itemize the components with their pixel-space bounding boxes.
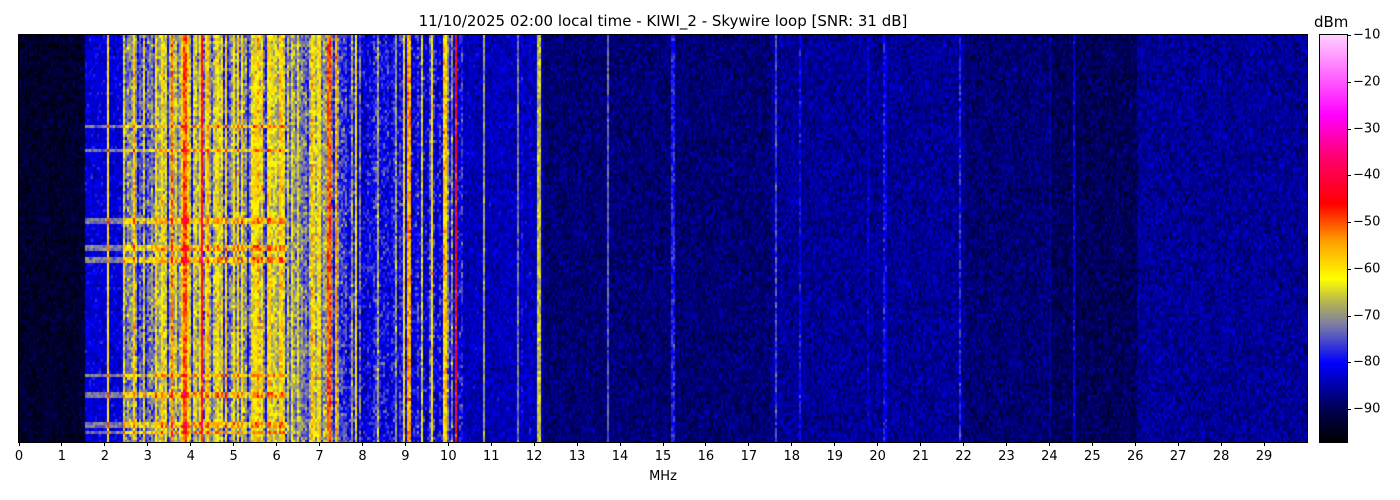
colorbar-frame xyxy=(1319,34,1348,443)
x-tick-label: 27 xyxy=(1169,449,1187,464)
x-tick-label: 21 xyxy=(912,449,929,464)
x-tick xyxy=(705,442,707,446)
colorbar-tick-label: −40 xyxy=(1353,167,1381,183)
x-tick xyxy=(920,442,922,446)
x-tick xyxy=(61,442,63,446)
colorbar-tick xyxy=(1347,128,1351,130)
x-tick xyxy=(1134,442,1136,446)
x-tick-label: 24 xyxy=(1041,449,1058,464)
x-tick xyxy=(147,442,149,446)
x-tick-label: 14 xyxy=(611,449,629,464)
x-tick xyxy=(190,442,192,446)
x-tick-label: 13 xyxy=(568,449,586,464)
x-tick-label: 15 xyxy=(654,449,672,464)
x-tick xyxy=(1263,442,1265,446)
x-tick-label: 22 xyxy=(955,449,972,464)
x-tick xyxy=(404,442,406,446)
x-tick-label: 8 xyxy=(358,449,367,464)
x-tick-label: 28 xyxy=(1212,449,1230,464)
chart-title: 11/10/2025 02:00 local time - KIWI_2 - S… xyxy=(418,12,908,30)
x-tick-label: 20 xyxy=(869,449,886,464)
x-tick xyxy=(1177,442,1179,446)
x-tick xyxy=(877,442,879,446)
x-tick-label: 6 xyxy=(272,449,281,464)
x-tick xyxy=(276,442,278,446)
colorbar-tick-label: −10 xyxy=(1353,27,1381,43)
x-tick-label: 17 xyxy=(740,449,758,464)
x-tick-label: 11 xyxy=(482,449,500,464)
colorbar-tick xyxy=(1347,409,1351,411)
x-tick-label: 12 xyxy=(525,449,543,464)
x-tick xyxy=(576,442,578,446)
x-tick-label: 29 xyxy=(1255,449,1273,464)
x-tick-label: 3 xyxy=(143,449,152,464)
x-tick-label: 25 xyxy=(1084,449,1101,464)
x-tick-label: 7 xyxy=(315,449,324,464)
x-tick-label: 9 xyxy=(401,449,410,464)
x-tick-label: 23 xyxy=(998,449,1015,464)
colorbar-tick xyxy=(1347,268,1351,270)
x-tick-label: 4 xyxy=(186,449,195,464)
x-tick-label: 16 xyxy=(697,449,715,464)
colorbar-tick xyxy=(1347,222,1351,224)
x-tick-label: 10 xyxy=(440,449,457,464)
x-tick xyxy=(319,442,321,446)
x-tick-label: 2 xyxy=(100,449,109,464)
x-tick xyxy=(963,442,965,446)
x-tick xyxy=(748,442,750,446)
colorbar-tick xyxy=(1347,315,1351,317)
colorbar-tick-label: −50 xyxy=(1353,214,1381,230)
colorbar-label: dBm xyxy=(1314,13,1349,31)
colorbar-tick-label: −60 xyxy=(1353,261,1381,277)
x-tick-label: 0 xyxy=(14,449,24,464)
x-tick-label: 18 xyxy=(783,449,801,464)
x-tick xyxy=(619,442,621,446)
x-tick xyxy=(1091,442,1093,446)
colorbar xyxy=(1320,35,1347,442)
x-axis-label: MHz xyxy=(649,469,677,484)
colorbar-tick-label: −90 xyxy=(1353,401,1381,417)
spectrogram-heatmap xyxy=(19,35,1307,442)
colorbar-tick-label: −20 xyxy=(1353,74,1381,90)
x-tick xyxy=(447,442,449,446)
x-tick-label: 26 xyxy=(1126,449,1144,464)
x-tick-label: 1 xyxy=(57,449,67,464)
colorbar-tick xyxy=(1347,81,1351,83)
colorbar-tick-label: −70 xyxy=(1353,308,1381,324)
x-tick xyxy=(662,442,664,446)
x-tick xyxy=(1220,442,1222,446)
x-tick-label: 5 xyxy=(229,449,238,464)
colorbar-tick-label: −80 xyxy=(1353,354,1381,370)
x-tick xyxy=(490,442,492,446)
colorbar-tick xyxy=(1347,35,1351,36)
x-tick xyxy=(104,442,106,446)
x-tick xyxy=(1048,442,1050,446)
colorbar-tick xyxy=(1347,362,1351,364)
x-tick xyxy=(361,442,363,446)
x-tick xyxy=(791,442,793,446)
colorbar-tick xyxy=(1347,175,1351,177)
x-tick xyxy=(533,442,535,446)
x-tick xyxy=(233,442,235,446)
colorbar-tick-label: −30 xyxy=(1353,121,1381,137)
x-tick xyxy=(834,442,836,446)
x-tick-label: 19 xyxy=(826,449,843,464)
x-tick xyxy=(1005,442,1007,446)
x-tick xyxy=(18,442,20,446)
